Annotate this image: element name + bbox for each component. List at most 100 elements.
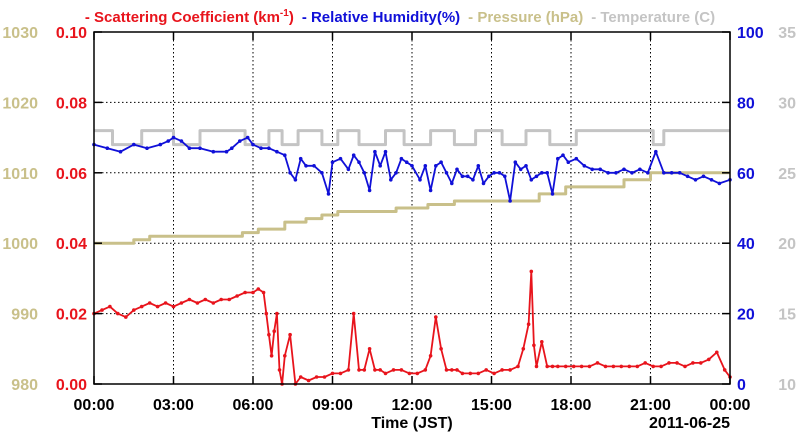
y-tick-label-scattering: 0.10 bbox=[56, 25, 87, 42]
data-point bbox=[630, 171, 634, 175]
x-tick-label: 00:00 bbox=[74, 397, 115, 414]
data-point bbox=[389, 178, 393, 182]
data-point bbox=[269, 354, 274, 358]
data-point bbox=[638, 167, 642, 172]
legend-item: - Temperature (C) bbox=[591, 9, 715, 26]
legend: - Scattering Coefficient (km-1) - Relativ… bbox=[85, 8, 715, 26]
data-point bbox=[264, 311, 269, 316]
data-point bbox=[561, 153, 565, 157]
data-point bbox=[275, 149, 279, 154]
x-tick-label: 03:00 bbox=[153, 397, 194, 414]
data-point bbox=[163, 301, 168, 305]
data-point bbox=[367, 347, 372, 351]
data-point bbox=[179, 301, 184, 305]
data-point bbox=[306, 378, 311, 383]
data-point bbox=[362, 171, 367, 175]
y-tick-label-humidity: 100 bbox=[737, 25, 764, 42]
data-point bbox=[669, 171, 674, 175]
data-point bbox=[476, 371, 481, 376]
data-point bbox=[351, 311, 356, 316]
data-point bbox=[439, 160, 443, 164]
data-point bbox=[277, 368, 282, 372]
data-point bbox=[383, 149, 388, 154]
data-point bbox=[187, 297, 192, 302]
data-point bbox=[132, 142, 136, 147]
data-point bbox=[654, 149, 658, 154]
data-point bbox=[606, 171, 610, 175]
data-point bbox=[195, 301, 200, 305]
y-tick-label-humidity: 0 bbox=[737, 377, 746, 394]
data-point bbox=[227, 297, 231, 302]
data-point bbox=[118, 149, 123, 154]
data-point bbox=[251, 290, 255, 295]
data-point bbox=[677, 171, 682, 175]
data-point bbox=[468, 371, 473, 376]
data-point bbox=[455, 167, 459, 172]
data-point bbox=[243, 290, 247, 295]
data-point bbox=[238, 139, 242, 143]
data-point bbox=[500, 368, 504, 372]
data-point bbox=[418, 178, 422, 182]
data-point bbox=[394, 171, 398, 175]
data-point bbox=[439, 347, 443, 351]
series-layer bbox=[92, 129, 732, 386]
data-point bbox=[346, 368, 351, 372]
data-point bbox=[603, 364, 608, 369]
data-point bbox=[314, 375, 319, 379]
data-point bbox=[709, 178, 714, 182]
y-tick-label-temperature: 15 bbox=[778, 307, 796, 324]
data-point bbox=[362, 368, 367, 372]
data-point bbox=[357, 160, 361, 164]
data-point bbox=[715, 350, 719, 355]
data-point bbox=[571, 364, 576, 369]
data-point bbox=[471, 178, 475, 182]
data-point bbox=[428, 188, 433, 193]
series-line bbox=[94, 171, 730, 245]
data-point bbox=[460, 371, 465, 376]
legend-item: - Pressure (hPa) bbox=[468, 9, 583, 26]
data-point bbox=[322, 375, 327, 379]
data-point bbox=[171, 135, 176, 140]
data-point bbox=[518, 167, 523, 172]
data-point bbox=[404, 160, 409, 164]
data-point bbox=[513, 160, 518, 164]
data-point bbox=[399, 368, 404, 372]
data-point bbox=[267, 332, 271, 337]
y-tick-label-pressure: 1000 bbox=[2, 236, 38, 253]
data-point bbox=[699, 361, 703, 365]
data-point bbox=[587, 364, 592, 369]
data-point bbox=[346, 167, 351, 172]
data-point bbox=[707, 357, 711, 362]
y-tick-label-humidity: 40 bbox=[737, 236, 755, 253]
y-tick-label-temperature: 30 bbox=[778, 95, 796, 112]
data-point bbox=[550, 364, 555, 369]
data-point bbox=[251, 142, 255, 147]
y-tick-label-scattering: 0.02 bbox=[56, 307, 87, 324]
series-line bbox=[94, 129, 730, 147]
data-point bbox=[187, 146, 192, 150]
data-point bbox=[614, 171, 618, 175]
data-point bbox=[455, 368, 459, 372]
data-point bbox=[595, 361, 600, 365]
data-point bbox=[293, 178, 298, 182]
data-point bbox=[556, 364, 560, 369]
data-point bbox=[717, 181, 722, 186]
data-point bbox=[450, 368, 454, 372]
data-point bbox=[357, 368, 361, 372]
x-tick-label: 06:00 bbox=[233, 397, 274, 414]
data-point bbox=[259, 146, 263, 150]
data-point bbox=[540, 171, 544, 175]
y-tick-label-humidity: 60 bbox=[737, 166, 755, 183]
data-point bbox=[534, 174, 539, 179]
x-axis-label: Time (JST) bbox=[371, 415, 453, 432]
data-point bbox=[685, 174, 690, 179]
y-tick-label-temperature: 35 bbox=[778, 25, 796, 42]
y-tick-label-scattering: 0.04 bbox=[56, 236, 87, 253]
data-point bbox=[132, 308, 136, 312]
data-point bbox=[566, 160, 571, 164]
data-point bbox=[545, 171, 549, 175]
data-point bbox=[224, 149, 229, 154]
data-point bbox=[563, 364, 568, 369]
data-point bbox=[219, 297, 223, 302]
